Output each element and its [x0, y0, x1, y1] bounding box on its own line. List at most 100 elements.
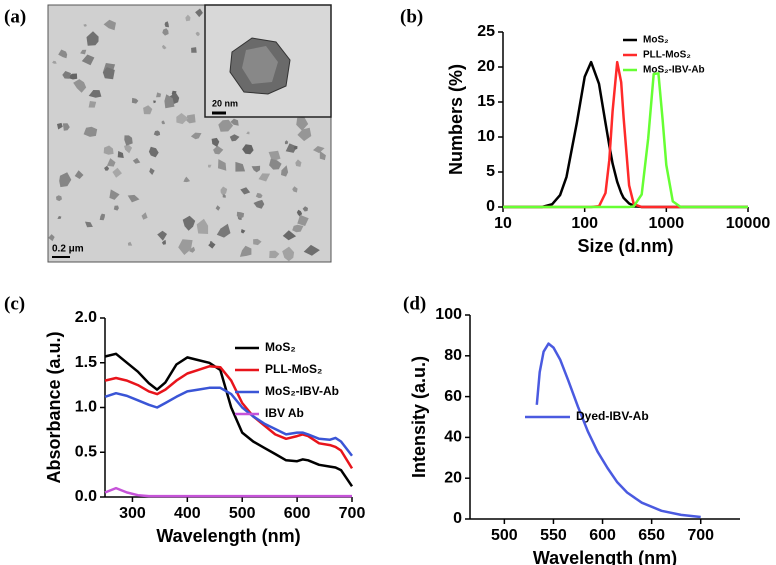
flake	[156, 92, 162, 98]
series-line	[104, 352, 354, 488]
inset-flake	[242, 46, 278, 84]
scale-label: 0.2 μm	[52, 244, 84, 255]
flake	[216, 223, 231, 238]
flake	[282, 230, 297, 241]
flake	[211, 137, 220, 147]
flake	[183, 176, 191, 183]
flake	[141, 212, 148, 220]
y-tick-label: 25	[477, 23, 495, 40]
legend-label: MoS₂-IBV-Ab	[265, 384, 339, 398]
flake	[113, 205, 119, 211]
flake	[88, 101, 97, 108]
y-tick-label: 1.0	[75, 399, 97, 416]
panel-label: (c)	[4, 293, 25, 314]
flake	[48, 234, 55, 242]
series-line	[535, 342, 701, 519]
flake	[186, 114, 196, 124]
series-line	[104, 365, 354, 470]
flake	[195, 8, 203, 18]
y-tick-label: 80	[444, 347, 462, 364]
series-line	[104, 486, 352, 498]
flake	[143, 105, 153, 115]
flake	[112, 167, 122, 178]
flake	[296, 117, 309, 131]
flake	[268, 150, 281, 162]
flake	[124, 135, 133, 146]
flake	[104, 165, 110, 171]
flake	[189, 246, 196, 253]
flake	[59, 172, 72, 188]
y-tick-label: 20	[477, 58, 495, 75]
y-axis-label: Intensity (a.u.)	[409, 356, 429, 478]
x-axis-label: Size (d.nm)	[577, 236, 673, 256]
flake	[292, 186, 298, 193]
flake	[246, 131, 250, 135]
flake	[117, 151, 124, 158]
flake	[131, 97, 139, 104]
series-line	[503, 72, 748, 209]
x-tick-label: 1000	[649, 215, 685, 232]
flake	[185, 14, 191, 22]
flake	[52, 60, 57, 64]
flake	[190, 132, 202, 140]
flake	[57, 122, 63, 130]
flake	[80, 49, 87, 55]
x-tick-label: 600	[284, 505, 311, 522]
flake	[292, 224, 304, 233]
flake	[258, 173, 271, 182]
flake	[297, 214, 309, 226]
y-tick-label: 100	[435, 306, 462, 323]
flake	[236, 211, 245, 219]
flake	[103, 145, 114, 155]
y-tick-label: 15	[477, 93, 495, 110]
y-tick-label: 40	[444, 429, 462, 446]
x-tick-label: 550	[540, 527, 567, 544]
x-tick-label: 100	[571, 215, 598, 232]
x-tick-label: 700	[339, 505, 366, 522]
y-axis-label: Absorbance (a.u.)	[44, 331, 64, 483]
flake	[162, 28, 169, 36]
flake	[73, 79, 87, 93]
panel-label: (b)	[400, 6, 423, 27]
y-tick-label: 20	[444, 469, 462, 486]
flake	[148, 146, 159, 158]
y-tick-label: 60	[444, 388, 462, 405]
flake	[255, 192, 263, 199]
flake	[57, 216, 62, 219]
flake	[218, 159, 227, 171]
flake	[99, 213, 106, 221]
inset-scale-label: 20 nm	[212, 98, 238, 108]
x-tick-label: 500	[229, 505, 256, 522]
flake	[218, 119, 234, 132]
y-tick-label: 5	[486, 163, 495, 180]
flake	[313, 146, 325, 154]
flake	[164, 21, 169, 28]
flake	[74, 170, 84, 179]
flake	[285, 143, 297, 153]
flake	[195, 31, 200, 37]
x-tick-label: 300	[119, 505, 146, 522]
flake	[86, 31, 99, 46]
flake	[161, 239, 166, 245]
flake	[282, 246, 295, 262]
flake	[83, 126, 98, 137]
flake	[297, 127, 312, 142]
flake	[235, 161, 246, 172]
flake	[215, 205, 221, 211]
flake	[213, 145, 224, 155]
x-tick-label: 600	[589, 527, 616, 544]
x-tick-label: 400	[174, 505, 201, 522]
flake	[220, 186, 228, 196]
flake	[164, 94, 175, 109]
flake	[182, 215, 196, 231]
x-axis-label: Wavelength (nm)	[533, 548, 677, 565]
flake	[83, 24, 87, 27]
flake	[127, 241, 133, 246]
flake	[157, 230, 167, 241]
x-axis-label: Wavelength (nm)	[156, 526, 300, 546]
flake	[103, 19, 116, 31]
flake	[222, 193, 226, 198]
legend-label: PLL-MoS₂	[643, 50, 691, 61]
flake	[240, 229, 246, 234]
flake	[176, 113, 189, 125]
